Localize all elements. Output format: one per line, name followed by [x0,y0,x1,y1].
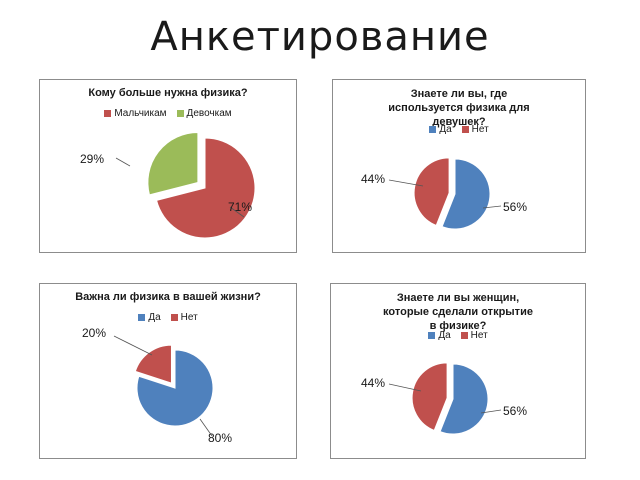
legend-label: Да [438,330,451,341]
leader-line [229,206,245,218]
data-label: 56% [503,404,528,418]
legend-swatch [104,110,112,117]
legend-swatch [138,314,146,321]
chart-panel-1: Кому больше нужна физика? Мальчикам Дево… [39,79,297,253]
data-label: 20% [82,326,107,340]
pie-slice [439,363,489,435]
pie-slice [136,349,214,427]
legend-label: Нет [470,330,488,341]
pie-slice [441,158,491,230]
legend-swatch [176,110,184,117]
legend-swatch [461,126,469,133]
data-label: 44% [361,172,386,186]
legend-entry: Да [138,312,161,323]
leader-line [199,418,213,437]
chart-panel-2: Знаете ли вы, где используется физика дл… [332,79,586,253]
legend-entry: Нет [460,330,488,341]
data-label: 29% [80,152,105,166]
legend-swatch [170,314,178,321]
leader-line [388,383,422,392]
data-label: 80% [208,431,233,445]
chart-legend: Да Нет [333,124,585,135]
legend-entry: Да [428,330,451,341]
pie-slice [411,362,448,432]
legend-swatch [429,126,437,133]
legend-entry: Нет [170,312,198,323]
legend-label: Девочкам [186,108,232,119]
chart-title: Важна ли физика в вашей жизни? [75,291,261,303]
legend-swatch [460,332,468,339]
legend-label: Да [148,312,161,323]
chart-title: Знаете ли вы женщин, которые сделали отк… [383,292,533,332]
chart-panel-4: Знаете ли вы женщин, которые сделали отк… [330,283,586,459]
leader-line [480,409,502,414]
legend-label: Нет [180,312,198,323]
legend-label: Мальчикам [114,108,167,119]
legend-entry: Да [429,124,452,135]
data-label: 44% [361,376,386,390]
chart-legend: Да Нет [40,312,296,323]
pie-chart [115,131,256,239]
pie-chart [388,157,502,230]
legend-label: Да [439,124,452,135]
chart-title: Кому больше нужна физика? [88,87,248,99]
pie-slice [155,137,256,239]
slide-title: Анкетирование [150,14,490,60]
legend-entry: Нет [461,124,489,135]
leader-line [115,157,131,167]
pie-chart [113,335,214,437]
leader-line [388,179,424,187]
legend-entry: Мальчикам [104,108,167,119]
pie-slice [147,131,199,196]
pie-slice [413,157,450,227]
leader-line [113,335,153,356]
leader-line [482,205,502,209]
pie-chart [388,362,502,435]
chart-legend: Да Нет [331,330,585,341]
chart-panel-3: Важна ли физика в вашей жизни? Да Нет 80… [39,283,297,459]
legend-swatch [428,332,436,339]
data-label: 71% [228,200,253,214]
chart-title: Знаете ли вы, где используется физика дл… [388,88,530,128]
legend-label: Нет [471,124,489,135]
legend-entry: Девочкам [176,108,232,119]
pie-slice [134,344,172,384]
chart-legend: Мальчикам Девочкам [40,108,296,119]
data-label: 56% [503,200,528,214]
